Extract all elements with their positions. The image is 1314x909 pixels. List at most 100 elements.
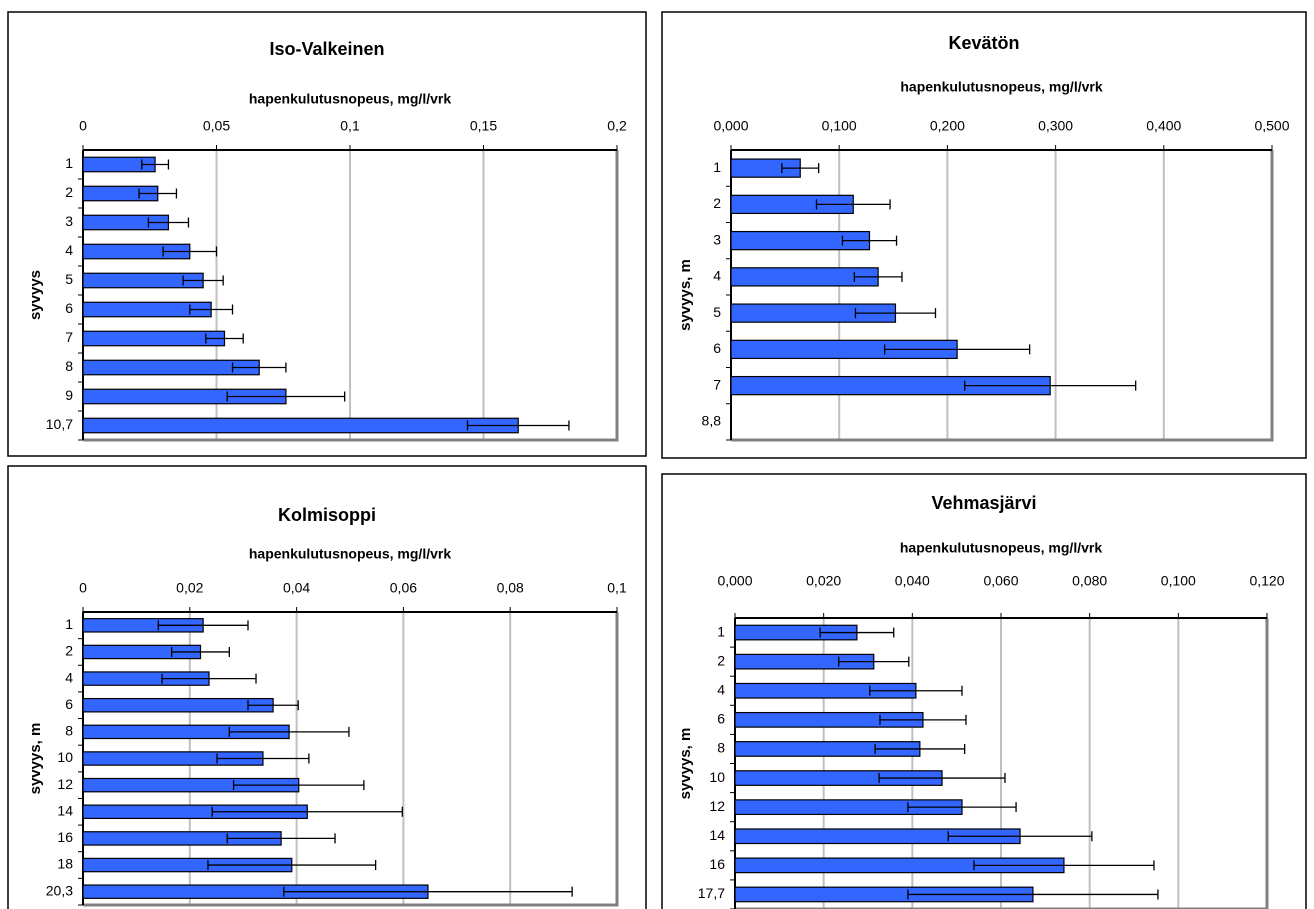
chart-title: Kolmisoppi — [278, 505, 376, 525]
y-tick-label: 20,3 — [46, 882, 73, 898]
y-tick-label: 17,7 — [698, 885, 725, 901]
y-tick-label: 12 — [709, 798, 725, 814]
y-tick-label: 5 — [65, 271, 73, 287]
error-bar — [869, 685, 963, 696]
bar — [82, 330, 226, 347]
bar — [82, 417, 519, 434]
x-tick-label: 0,200 — [930, 118, 965, 134]
y-tick-label: 10 — [709, 769, 725, 785]
y-axis-label: syvyys, m — [677, 728, 694, 800]
y-tick-label: 1 — [717, 623, 725, 639]
chart-title: Vehmasjärvi — [931, 493, 1036, 513]
y-tick-label: 6 — [65, 300, 73, 316]
y-tick-label: 12 — [57, 776, 73, 792]
chart: Kolmisoppi hapenkulutusnopeus, mg/l/vrk sy… — [7, 465, 647, 909]
error-bar — [141, 159, 170, 170]
y-tick-label: 4 — [713, 268, 721, 284]
error-bar — [883, 344, 1031, 355]
chart-title: Iso-Valkeinen — [269, 39, 384, 59]
y-tick-label: 1 — [65, 616, 73, 632]
x-tick-label: 0,020 — [806, 573, 841, 589]
y-tick-label: 2 — [65, 643, 73, 659]
y-tick-label: 4 — [717, 681, 725, 697]
error-bar — [907, 889, 1159, 900]
error-bar — [182, 275, 224, 286]
x-tick-label: 0,000 — [713, 118, 748, 134]
plot-border — [83, 150, 619, 442]
error-bar — [189, 304, 234, 315]
error-bar — [205, 333, 244, 344]
plot-border — [83, 612, 619, 907]
panel — [7, 11, 647, 457]
y-tick-label: 8 — [65, 358, 73, 374]
x-tick-label: 0,1 — [340, 118, 360, 134]
x-tick-label: 0 — [79, 580, 87, 596]
y-tick-label: 7 — [65, 329, 73, 345]
x-tick-label: 0,05 — [203, 118, 230, 134]
error-bar — [157, 620, 249, 631]
error-bar — [964, 380, 1137, 391]
error-bar — [853, 271, 903, 282]
chart: Iso-Valkeinen hapenkulutusnopeus, mg/l/vr… — [7, 11, 647, 457]
y-tick-label: 8 — [717, 740, 725, 756]
x-tick-label: 0 — [79, 118, 87, 134]
y-tick-label: 6 — [713, 340, 721, 356]
error-bar — [231, 362, 287, 373]
y-tick-label: 3 — [713, 231, 721, 247]
y-axis-label: syvyys — [27, 270, 44, 320]
y-tick-label: 1 — [713, 159, 721, 175]
chart: Kevätön hapenkulutusnopeus, mg/l/vrk syvyy… — [661, 11, 1307, 459]
error-bar — [838, 656, 910, 667]
y-tick-label: 14 — [709, 827, 725, 843]
error-bar — [466, 420, 570, 431]
y-tick-label: 2 — [717, 652, 725, 668]
y-tick-label: 16 — [57, 829, 73, 845]
error-bar — [247, 700, 299, 711]
bar — [82, 697, 274, 713]
error-bar — [232, 780, 365, 791]
error-bar — [226, 391, 346, 402]
x-tick-label: 0,500 — [1254, 118, 1289, 134]
error-bar — [211, 806, 403, 817]
x-tick-label: 0,400 — [1146, 118, 1181, 134]
error-bar — [207, 860, 377, 871]
x-tick-label: 0,04 — [283, 580, 310, 596]
error-bar — [973, 860, 1155, 871]
x-tick-label: 0,2 — [607, 118, 627, 134]
y-tick-label: 4 — [65, 242, 73, 258]
x-tick-label: 0,100 — [1161, 573, 1196, 589]
x-tick-label: 0,000 — [717, 573, 752, 589]
y-tick-label: 14 — [57, 802, 73, 818]
x-tick-label: 0,15 — [470, 118, 497, 134]
error-bar — [819, 627, 895, 638]
x-axis-label: hapenkulutusnopeus, mg/l/vrk — [249, 546, 451, 562]
y-tick-label: 1 — [65, 155, 73, 171]
y-tick-label: 8 — [65, 723, 73, 739]
x-axis-label: hapenkulutusnopeus, mg/l/vrk — [900, 79, 1102, 95]
x-tick-label: 0,08 — [497, 580, 524, 596]
x-tick-label: 0,1 — [607, 580, 627, 596]
y-tick-label: 9 — [65, 387, 73, 403]
y-tick-label: 10,7 — [46, 416, 73, 432]
error-bar — [878, 773, 1006, 784]
y-tick-label: 3 — [65, 213, 73, 229]
y-tick-label: 16 — [709, 856, 725, 872]
x-tick-label: 0,040 — [895, 573, 930, 589]
y-tick-label: 2 — [713, 195, 721, 211]
x-tick-label: 0,100 — [822, 118, 857, 134]
x-tick-label: 0,300 — [1038, 118, 1073, 134]
y-tick-label: 4 — [65, 669, 73, 685]
x-tick-label: 0,06 — [390, 580, 417, 596]
y-tick-label: 6 — [65, 696, 73, 712]
error-bar — [947, 831, 1093, 842]
y-tick-label: 5 — [713, 304, 721, 320]
y-tick-label: 10 — [57, 749, 73, 765]
error-bar — [147, 217, 190, 228]
error-bar — [216, 753, 310, 764]
error-bar — [162, 246, 218, 257]
error-bar — [161, 673, 257, 684]
error-bar — [815, 199, 891, 210]
y-tick-label: 8,8 — [702, 413, 722, 429]
error-bar — [854, 308, 937, 319]
